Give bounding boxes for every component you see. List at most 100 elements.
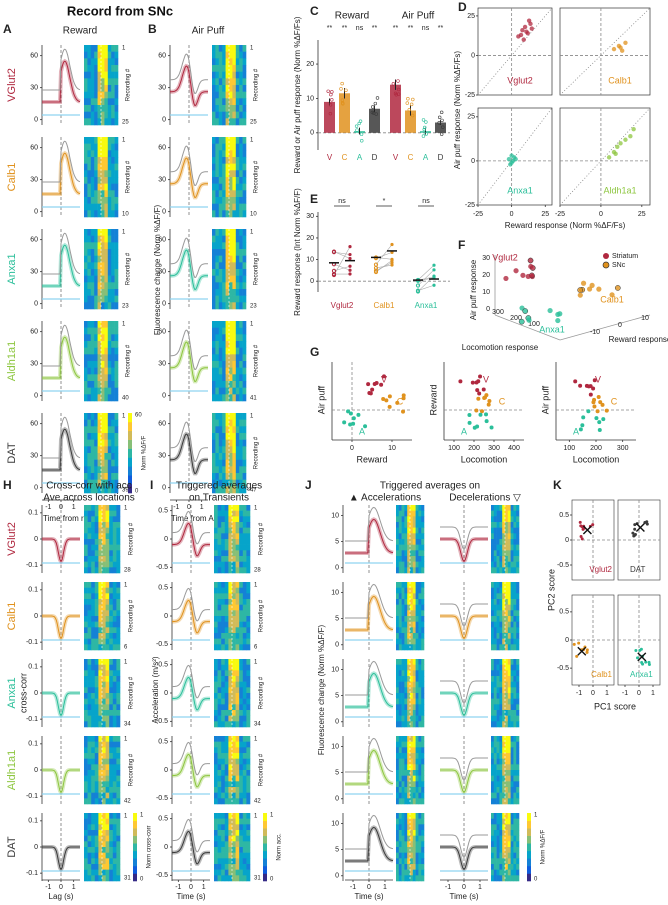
heatmap-cell xyxy=(218,374,223,382)
heatmap-cell xyxy=(502,835,506,842)
heatmap-cell xyxy=(235,516,240,523)
heatmap-cell xyxy=(229,85,233,92)
heatmap-cell xyxy=(398,770,402,776)
heatmap-cell xyxy=(84,321,88,328)
heatmap-cell xyxy=(510,824,514,831)
heatmap-cell xyxy=(235,638,240,645)
heatmap-cell xyxy=(114,235,119,243)
heatmap-cell xyxy=(491,659,495,665)
heatmap-cell xyxy=(102,664,106,671)
heatmap-cell xyxy=(90,111,95,119)
heatmap-cell xyxy=(225,118,230,126)
colorbar-tick: 0 xyxy=(534,877,538,883)
heatmap-cell xyxy=(510,550,514,557)
heatmap-cell xyxy=(116,593,121,600)
heatmap-cell xyxy=(224,758,229,765)
heatmap-cell xyxy=(97,190,102,198)
heatmap-cell xyxy=(499,830,503,836)
x-tick-label: 200 xyxy=(510,315,522,322)
heatmap-cell xyxy=(401,599,405,605)
heatmap-cell xyxy=(491,847,495,853)
heatmap-cell xyxy=(239,177,243,184)
point xyxy=(577,287,584,293)
heatmap-cell xyxy=(510,561,514,568)
heatmap-cell xyxy=(516,847,520,853)
heatmap-cell xyxy=(222,433,226,440)
heatmap-cell xyxy=(496,764,500,771)
heatmap-cell xyxy=(407,704,411,711)
heatmap-cell xyxy=(94,282,98,290)
heatmap-cell xyxy=(101,105,105,112)
heatmap-cell xyxy=(505,633,509,639)
trace xyxy=(42,324,81,367)
heatmap-cell xyxy=(102,787,106,793)
heatmap-cell xyxy=(94,327,98,335)
heatmap-cell xyxy=(499,638,503,645)
point xyxy=(351,416,356,421)
heatmap-cell xyxy=(111,347,115,355)
heatmap-cell xyxy=(87,446,92,454)
heatmap-cell xyxy=(94,516,99,523)
x-tick-label: 0 xyxy=(462,884,466,891)
y-tick-label: 0 xyxy=(310,130,314,137)
heatmap-cell xyxy=(87,522,92,528)
heatmap-cell xyxy=(513,638,517,645)
heatmap-cell xyxy=(212,387,216,395)
y-axis-label: Reward response xyxy=(609,335,668,344)
heatmap-cell xyxy=(116,681,121,688)
heatmap-cell xyxy=(398,787,402,793)
heatmap-cell xyxy=(232,91,237,99)
heatmap-cell xyxy=(111,334,115,342)
heatmap-cell xyxy=(105,599,110,605)
heatmap-cell xyxy=(242,486,247,494)
heatmap-cell xyxy=(215,433,220,440)
heatmap-cell xyxy=(217,869,222,876)
heatmap-cell xyxy=(84,747,88,754)
heatmap-cell xyxy=(104,51,109,59)
heatmap-cell xyxy=(493,704,497,711)
heatmap-cell xyxy=(90,235,95,243)
heatmap-cell xyxy=(246,670,251,677)
heatmap-cell xyxy=(396,852,400,859)
recording-first: 1 xyxy=(122,414,126,420)
heatmap-cell xyxy=(222,269,226,276)
heatmap-cell xyxy=(114,183,119,191)
heatmap-cell xyxy=(398,764,402,771)
heatmap-cell xyxy=(87,347,92,355)
heatmap-cell xyxy=(94,710,99,716)
heatmap-cell xyxy=(84,644,88,651)
heatmap-cell xyxy=(242,847,247,853)
heatmap-cell xyxy=(232,830,236,836)
panel-label: C xyxy=(310,4,319,18)
heatmap-cell xyxy=(404,616,408,622)
heatmap-cell xyxy=(112,770,117,776)
heatmap-cell xyxy=(407,869,411,876)
heatmap-cell xyxy=(505,621,509,628)
heatmap-cell xyxy=(102,556,106,562)
heatmap-cell xyxy=(101,439,105,447)
heatmap-cell xyxy=(407,841,411,848)
heatmap-cell xyxy=(84,446,88,454)
heatmap-cell xyxy=(222,302,226,310)
y-tick-label: 60 xyxy=(30,53,38,60)
heatmap-cell xyxy=(232,847,236,853)
heatmap-cell xyxy=(102,638,106,645)
heatmap-cell xyxy=(214,798,218,805)
heatmap-cell xyxy=(410,798,414,805)
heatmap-cell xyxy=(116,587,121,594)
heatmap-cell xyxy=(224,644,229,651)
heatmap-cell xyxy=(412,676,416,682)
heatmap-cell xyxy=(398,847,402,853)
subplot-name: Vglut2 xyxy=(589,565,612,574)
heatmap-cell xyxy=(102,824,106,831)
heatmap-cell xyxy=(94,374,98,382)
colorbar-cell xyxy=(263,820,267,829)
heatmap-cell xyxy=(109,852,114,859)
heatmap-cell xyxy=(217,676,222,682)
point xyxy=(342,420,347,425)
heatmap-cell xyxy=(222,143,226,151)
heatmap-cell xyxy=(242,262,247,270)
heatmap-cell xyxy=(242,610,247,617)
heatmap-cell xyxy=(225,203,230,211)
heatmap-cell xyxy=(242,698,247,705)
